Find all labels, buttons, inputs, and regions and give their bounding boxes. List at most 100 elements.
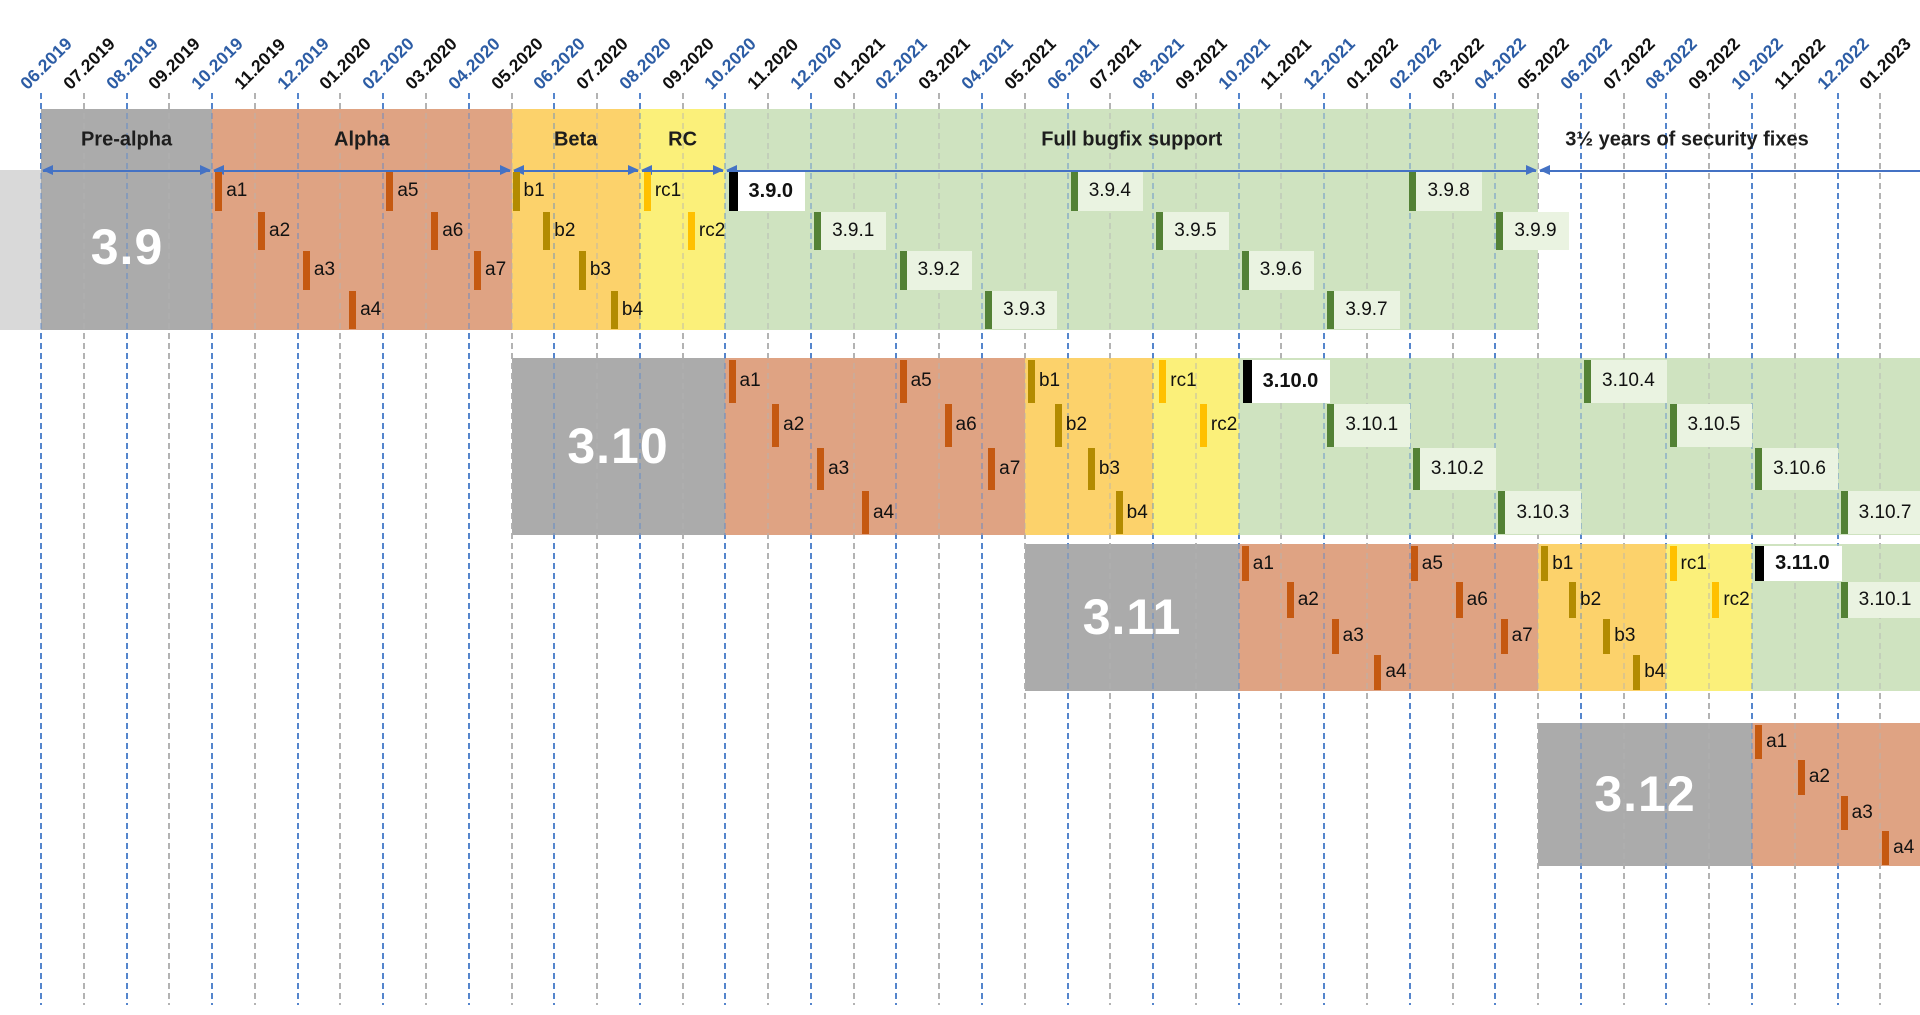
marker-label-b2: b2 <box>554 219 576 241</box>
bugfix-chip-3.9.3: 3.9.3 <box>985 290 1058 329</box>
gridline-04.2022 <box>1494 93 1497 1005</box>
gridline-12.2021 <box>1323 93 1326 1005</box>
marker-bar-3.9.3 <box>985 290 993 329</box>
bugfix-chip-3.10.3: 3.10.3 <box>1498 491 1582 534</box>
gridline-08.2020 <box>638 93 641 1005</box>
marker-bar-a6 <box>431 211 439 250</box>
marker-bar-3.9.6 <box>1241 251 1249 290</box>
bugfix-chip-3.9.1: 3.9.1 <box>814 211 887 250</box>
phase-arrow-line <box>43 170 211 172</box>
marker-bar-a5 <box>1410 546 1418 582</box>
marker-label-a2: a2 <box>1808 766 1830 788</box>
marker-label-a4: a4 <box>1385 661 1407 683</box>
marker-bar-a1 <box>1755 725 1763 760</box>
marker-label-a3: a3 <box>828 457 850 479</box>
gridline-08.2021 <box>1152 93 1155 1005</box>
marker-bar-b4 <box>610 290 618 329</box>
phase-band-prealpha-3.9 <box>41 109 213 330</box>
phase-label: 3½ years of security fixes <box>1565 128 1809 151</box>
gridline-02.2020 <box>382 93 385 1005</box>
marker-label-a7: a7 <box>1511 625 1533 647</box>
marker-bar-rc2 <box>1199 403 1207 447</box>
marker-bar-a4 <box>349 290 357 329</box>
phase-band-prealpha-3.10 <box>511 358 726 535</box>
gridline-01.2022 <box>1365 93 1368 1005</box>
marker-label-b3: b3 <box>589 259 611 281</box>
marker-bar-3.10.1 <box>1840 582 1848 618</box>
marker-label-a2: a2 <box>1297 588 1319 610</box>
gridline-10.2020 <box>724 93 727 1005</box>
marker-label-rc2: rc2 <box>698 219 726 241</box>
marker-bar-3.10.2 <box>1412 447 1420 491</box>
marker-bar-a2 <box>772 403 780 447</box>
version-label-3.12: 3.12 <box>1594 766 1696 822</box>
marker-label-a4: a4 <box>872 501 895 523</box>
marker-bar-rc1 <box>1159 360 1167 403</box>
arrowhead-right-icon <box>713 164 725 175</box>
gridline-11.2019 <box>253 93 256 1005</box>
marker-bar-3.9.0 <box>728 172 738 211</box>
marker-bar-3.9.9 <box>1496 211 1504 250</box>
marker-label-a5: a5 <box>397 180 419 202</box>
marker-label-rc2: rc2 <box>1210 414 1238 436</box>
marker-bar-a3 <box>1840 795 1848 830</box>
marker-bar-b2 <box>1569 582 1577 618</box>
arrowhead-left-icon <box>512 164 524 175</box>
marker-bar-a4 <box>1882 830 1890 865</box>
marker-label-rc1: rc1 <box>1170 370 1197 392</box>
gridline-04.2020 <box>467 93 470 1005</box>
gridline-06.2022 <box>1579 93 1582 1005</box>
phase-band-rc-3.10 <box>1153 358 1239 535</box>
marker-bar-a3 <box>817 447 825 491</box>
marker-bar-3.10.5 <box>1669 403 1677 447</box>
marker-label-b4: b4 <box>621 298 644 320</box>
bugfix-chip-3.10.2: 3.10.2 <box>1412 447 1496 491</box>
marker-label-b2: b2 <box>1580 588 1602 610</box>
gridline-05.2020 <box>510 93 513 1005</box>
marker-label-a3: a3 <box>1342 625 1364 647</box>
arrowhead-right-icon <box>627 164 639 175</box>
marker-bar-a5 <box>386 172 394 211</box>
marker-bar-a1 <box>215 172 223 211</box>
gridline-04.2021 <box>981 93 984 1005</box>
gridline-05.2022 <box>1537 93 1540 1005</box>
phase-band-prealpha-3.11 <box>1024 544 1239 691</box>
marker-label-rc1: rc1 <box>654 180 682 202</box>
gridline-10.2019 <box>211 93 214 1005</box>
gridline-10.2019 <box>211 93 214 1005</box>
marker-label-b4: b4 <box>1126 501 1148 523</box>
marker-label-a6: a6 <box>955 414 977 436</box>
marker-bar-3.11.0 <box>1755 546 1765 582</box>
marker-label-b2: b2 <box>1065 414 1088 436</box>
gridline-02.2022 <box>1408 93 1411 1005</box>
marker-label-b3: b3 <box>1098 457 1120 479</box>
phase-arrow-line <box>1540 170 1920 172</box>
gridline-04.2021 <box>981 93 984 1005</box>
marker-bar-rc1 <box>643 172 651 211</box>
marker-bar-3.10.1 <box>1327 403 1335 447</box>
phase-band-prealpha-3.12 <box>1538 723 1752 866</box>
bugfix-chip-3.9.8: 3.9.8 <box>1409 172 1482 211</box>
marker-label-a5: a5 <box>1421 552 1443 574</box>
gridline-12.2020 <box>809 93 812 1005</box>
gridline-09.2022 <box>1708 93 1711 1005</box>
marker-bar-b4 <box>1115 491 1123 534</box>
marker-label-a2: a2 <box>783 414 805 436</box>
phase-band-alpha-3.10 <box>725 358 1025 535</box>
marker-bar-b3 <box>1603 618 1611 654</box>
lead-strip <box>0 170 41 330</box>
marker-label-b4: b4 <box>1644 661 1666 683</box>
marker-label-b3: b3 <box>1614 625 1636 647</box>
marker-bar-3.9.4 <box>1070 172 1078 211</box>
bugfix-chip-3.10.4: 3.10.4 <box>1584 360 1667 403</box>
gridline-01.2020 <box>339 93 342 1005</box>
marker-bar-b3 <box>1087 447 1095 491</box>
phase-band-alpha-3.11 <box>1238 544 1539 691</box>
version-label-3.10: 3.10 <box>567 418 669 474</box>
phase-label: Pre-alpha <box>80 128 173 151</box>
gridline-07.2019 <box>82 93 85 1005</box>
arrowhead-left-icon <box>726 164 738 175</box>
marker-label-a1: a1 <box>739 370 761 392</box>
release-chip-3.10.0: 3.10.0 <box>1242 360 1331 403</box>
